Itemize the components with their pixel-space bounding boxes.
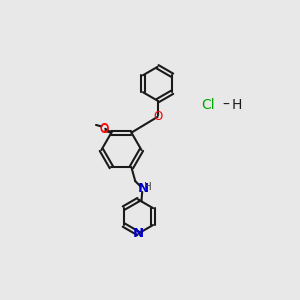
- Text: O: O: [99, 122, 108, 134]
- Text: methoxy: methoxy: [98, 125, 104, 127]
- Text: O: O: [99, 123, 108, 136]
- Text: Cl: Cl: [201, 98, 214, 112]
- Text: N: N: [137, 182, 148, 195]
- Text: H: H: [232, 98, 242, 112]
- Text: N: N: [133, 227, 144, 240]
- Text: H: H: [145, 182, 152, 191]
- Text: –: –: [223, 98, 230, 112]
- Text: O: O: [153, 110, 162, 123]
